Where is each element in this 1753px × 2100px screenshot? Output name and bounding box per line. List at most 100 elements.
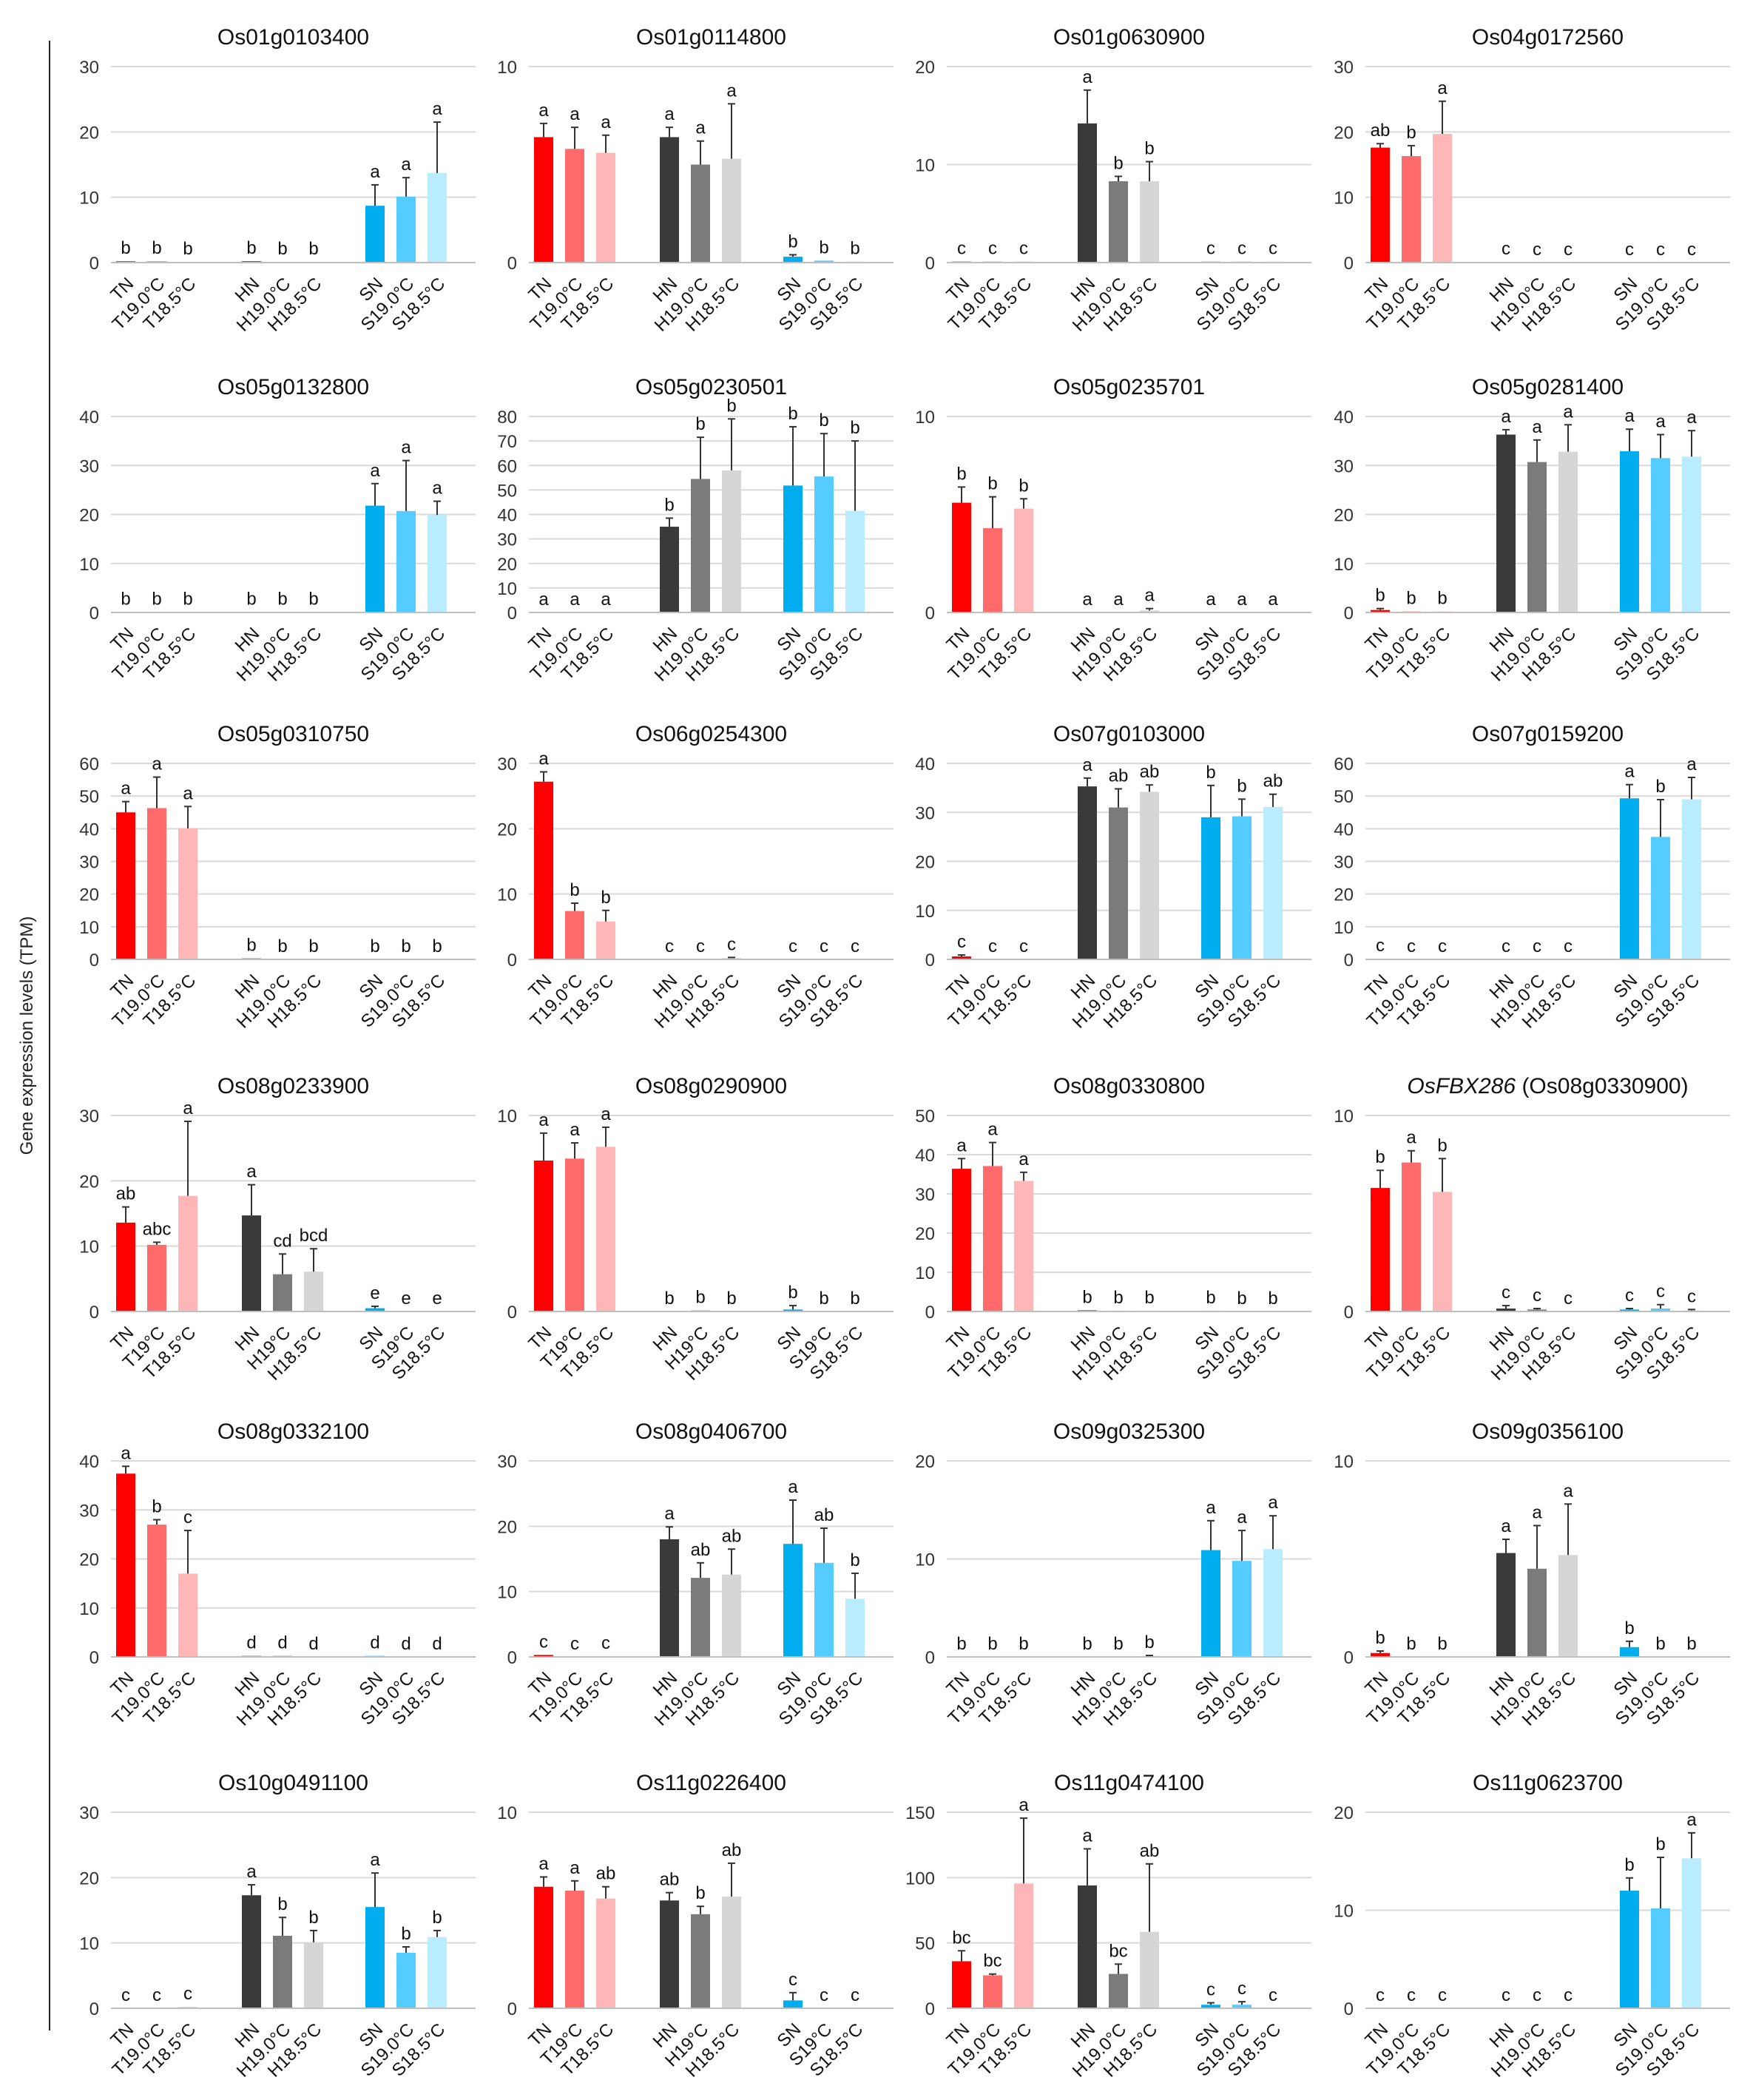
- chart-title: Os06g0254300: [635, 722, 787, 746]
- panel-os11g0474100: Os11g0474100050100150bcTNbcT19.0°CaT18.5…: [905, 1771, 1311, 2082]
- significance-letter: e: [370, 1283, 379, 1303]
- significance-letter: a: [370, 461, 380, 481]
- panel-os01g0630900: Os01g063090001020cTNcT19.0°CcT18.5°CaHNb…: [915, 25, 1311, 336]
- bar: [1558, 451, 1578, 612]
- bar: [365, 1907, 385, 2008]
- significance-letter: c: [1237, 1979, 1246, 1999]
- bar: [783, 1544, 803, 1657]
- y-tick-label: 40: [79, 408, 99, 428]
- chart-title: Os07g0103000: [1053, 722, 1205, 746]
- significance-letter: d: [308, 1634, 318, 1654]
- significance-letter: b: [1082, 1287, 1092, 1307]
- significance-letter: b: [308, 936, 318, 956]
- significance-letter: a: [1686, 1810, 1697, 1830]
- significance-letter: a: [183, 1098, 193, 1118]
- panel-os05g0281400: Os05g0281400010203040bTNbT19.0°CbT18.5°C…: [1334, 375, 1730, 686]
- significance-letter: a: [538, 749, 549, 769]
- significance-letter: a: [246, 1862, 257, 1882]
- bar: [1496, 1553, 1516, 1657]
- chart-title-rest: (Os08g0330900): [1516, 1074, 1689, 1098]
- significance-letter: b: [1406, 1634, 1416, 1654]
- significance-letter: bc: [983, 1951, 1002, 1971]
- significance-letter: b: [1406, 123, 1416, 143]
- y-tick-label: 60: [79, 754, 99, 774]
- y-tick-label: 0: [1344, 1648, 1354, 1668]
- y-tick-label: 20: [497, 555, 517, 575]
- bar: [396, 510, 416, 612]
- bar: [178, 1573, 197, 1657]
- significance-letter: a: [538, 1110, 549, 1130]
- bar: [1682, 799, 1701, 959]
- significance-letter: b: [152, 589, 161, 609]
- significance-letter: b: [788, 232, 797, 251]
- bar: [722, 158, 741, 263]
- significance-letter: b: [695, 414, 705, 434]
- significance-letter: c: [1625, 1286, 1634, 1306]
- significance-letter: b: [850, 1289, 859, 1309]
- bar: [1558, 1555, 1578, 1657]
- y-tick-label: 30: [79, 1803, 99, 1823]
- y-tick-label: 10: [497, 579, 517, 599]
- significance-letter: bcd: [300, 1226, 328, 1246]
- chart-title-italic: OsFBX286: [1407, 1074, 1516, 1098]
- y-tick-label: 50: [79, 787, 99, 807]
- bar: [1620, 451, 1639, 612]
- significance-letter: c: [1564, 1289, 1573, 1309]
- significance-letter: c: [183, 1508, 192, 1527]
- bar: [1651, 1908, 1670, 2008]
- bar: [1014, 1883, 1033, 2008]
- significance-letter: b: [1113, 153, 1123, 173]
- significance-letter: c: [1564, 1985, 1573, 2005]
- significance-letter: a: [370, 1850, 380, 1870]
- bar: [596, 921, 615, 959]
- significance-letter: c: [1376, 936, 1385, 956]
- y-tick-label: 50: [1334, 787, 1354, 807]
- significance-letter: a: [1144, 586, 1155, 606]
- significance-letter: b: [1624, 1855, 1634, 1875]
- bar: [1109, 807, 1128, 959]
- bar: [1371, 610, 1390, 612]
- significance-letter: ab: [1371, 121, 1391, 141]
- bar: [722, 1896, 741, 2008]
- significance-letter: ab: [1263, 772, 1283, 791]
- bar: [365, 505, 385, 612]
- y-tick-label: 30: [79, 853, 99, 873]
- significance-letter: bc: [1109, 1941, 1127, 1961]
- bar: [147, 1244, 166, 1311]
- bar: [147, 808, 166, 959]
- bar: [242, 1215, 261, 1311]
- significance-letter: b: [850, 418, 859, 438]
- significance-letter: b: [246, 936, 256, 956]
- y-tick-label: 20: [497, 1517, 517, 1537]
- chart-title: Os08g0406700: [635, 1419, 787, 1444]
- significance-letter: b: [1406, 589, 1416, 609]
- bar: [1232, 816, 1252, 959]
- significance-letter: b: [277, 589, 287, 609]
- y-tick-label: 0: [925, 1303, 935, 1323]
- bar: [983, 1166, 1002, 1311]
- significance-letter: c: [696, 936, 705, 956]
- bar: [1263, 1549, 1283, 1657]
- bar: [1496, 1309, 1516, 1311]
- significance-letter: a: [246, 1162, 257, 1182]
- significance-letter: a: [570, 590, 580, 610]
- y-tick-label: 30: [79, 1107, 99, 1127]
- significance-letter: d: [277, 1633, 287, 1653]
- significance-letter: b: [1655, 777, 1665, 797]
- bar: [116, 812, 135, 959]
- significance-letter: c: [1019, 239, 1028, 259]
- significance-letter: ab: [116, 1184, 136, 1204]
- significance-letter: c: [1687, 240, 1696, 260]
- bar: [691, 164, 710, 263]
- significance-letter: b: [1375, 1628, 1385, 1648]
- y-tick-label: 70: [497, 432, 517, 452]
- bar: [396, 1952, 416, 2008]
- significance-letter: d: [432, 1634, 442, 1654]
- significance-letter: b: [1113, 1288, 1123, 1308]
- bar: [1496, 434, 1516, 612]
- y-tick-label: 10: [79, 918, 99, 938]
- significance-letter: b: [246, 589, 256, 609]
- y-tick-label: 0: [89, 1303, 99, 1323]
